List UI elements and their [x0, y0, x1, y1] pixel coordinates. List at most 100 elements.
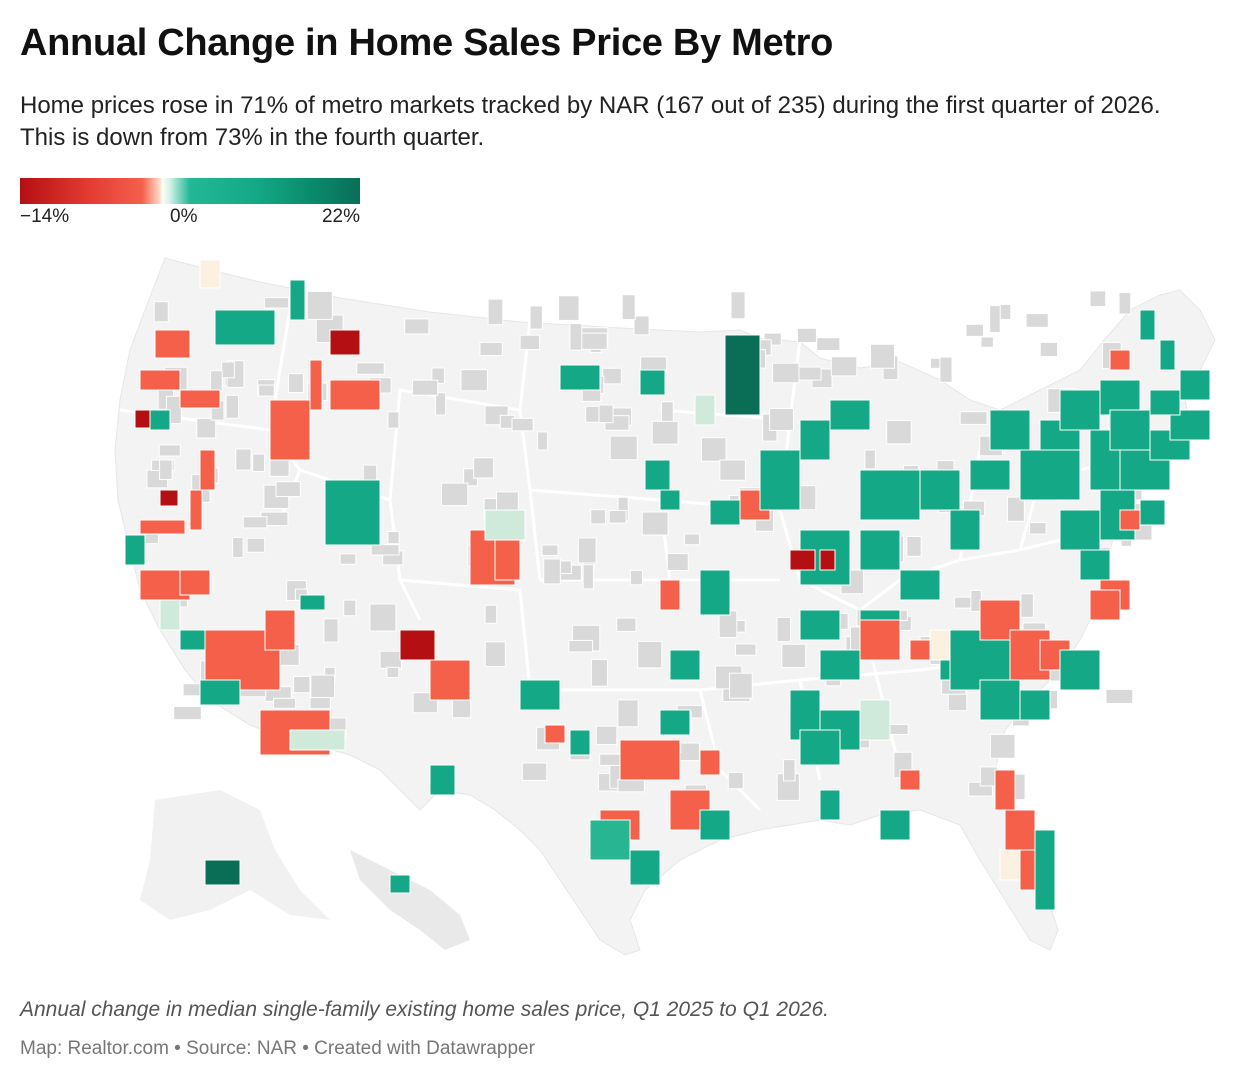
metro-area[interactable]	[1034, 829, 1056, 911]
metro-area[interactable]	[139, 519, 186, 535]
no-data-county	[640, 356, 668, 372]
metro-area[interactable]	[799, 419, 831, 461]
metro-area[interactable]	[899, 569, 941, 601]
metro-area[interactable]	[639, 369, 666, 396]
metro-area[interactable]	[979, 679, 1021, 721]
metro-area[interactable]	[199, 259, 221, 289]
metro-area[interactable]	[389, 874, 411, 894]
metro-area[interactable]	[789, 549, 816, 571]
metro-area[interactable]	[799, 729, 841, 766]
metro-area[interactable]	[859, 469, 921, 521]
metro-area[interactable]	[879, 809, 911, 841]
metro-area[interactable]	[819, 789, 841, 821]
metro-area[interactable]	[709, 499, 741, 526]
metro-area[interactable]	[289, 279, 306, 321]
metro-area[interactable]	[559, 364, 601, 391]
metro-area[interactable]	[994, 769, 1016, 811]
metro-area[interactable]	[1079, 549, 1111, 581]
metro-area[interactable]	[629, 849, 661, 886]
metro-area[interactable]	[619, 739, 681, 781]
metro-area[interactable]	[124, 534, 146, 566]
metro-area[interactable]	[214, 309, 276, 346]
metro-area[interactable]	[859, 529, 901, 571]
metro-area[interactable]	[1139, 309, 1156, 341]
map-footnote: Annual change in median single-family ex…	[20, 998, 829, 1021]
metro-area[interactable]	[569, 729, 591, 756]
metro-area[interactable]	[699, 569, 731, 616]
metro-area[interactable]	[1059, 509, 1101, 551]
no-data-county	[159, 459, 173, 480]
metro-area[interactable]	[149, 409, 171, 431]
metro-area[interactable]	[1059, 649, 1101, 691]
metro-area[interactable]	[309, 359, 323, 411]
metro-area[interactable]	[519, 679, 561, 711]
metro-area[interactable]	[659, 579, 681, 611]
metro-area[interactable]	[699, 749, 721, 776]
no-data-county	[781, 643, 807, 669]
metro-area[interactable]	[179, 389, 221, 409]
metro-area[interactable]	[1099, 379, 1141, 416]
metro-area[interactable]	[269, 399, 311, 461]
metro-area[interactable]	[799, 609, 841, 641]
metro-area[interactable]	[199, 449, 216, 491]
metro-area[interactable]	[544, 724, 566, 744]
metro-area[interactable]	[1119, 509, 1141, 531]
metro-area[interactable]	[159, 599, 181, 631]
metro-area[interactable]	[204, 859, 241, 886]
metro-area[interactable]	[329, 329, 361, 356]
metro-area[interactable]	[919, 469, 961, 511]
metro-area[interactable]	[1159, 339, 1176, 371]
metro-area[interactable]	[429, 764, 456, 796]
metro-area[interactable]	[1109, 349, 1131, 371]
metro-area[interactable]	[199, 679, 241, 706]
metro-area[interactable]	[1019, 689, 1051, 721]
metro-area[interactable]	[949, 509, 981, 551]
us-metro-map[interactable]	[100, 250, 1230, 980]
metro-area[interactable]	[759, 449, 801, 511]
metro-area[interactable]	[989, 409, 1031, 451]
metro-area[interactable]	[399, 629, 436, 661]
metro-layer[interactable]	[124, 259, 1211, 911]
metro-area[interactable]	[324, 479, 381, 546]
metro-area[interactable]	[329, 379, 381, 411]
metro-area[interactable]	[159, 489, 179, 507]
metro-area[interactable]	[644, 459, 671, 491]
metro-area[interactable]	[189, 489, 203, 531]
metro-area[interactable]	[1139, 499, 1166, 526]
metro-area[interactable]	[289, 729, 346, 751]
metro-area[interactable]	[139, 369, 181, 391]
metro-area[interactable]	[1109, 409, 1151, 451]
metro-area[interactable]	[829, 399, 871, 431]
no-data-county	[683, 533, 701, 546]
metro-area[interactable]	[819, 549, 836, 571]
metro-area[interactable]	[659, 489, 681, 511]
metro-area[interactable]	[154, 329, 191, 359]
metro-area[interactable]	[494, 539, 521, 581]
metro-area[interactable]	[1019, 449, 1081, 501]
metro-area[interactable]	[1004, 809, 1036, 851]
metro-area[interactable]	[909, 639, 931, 661]
metro-area[interactable]	[1089, 589, 1121, 621]
metro-area[interactable]	[1149, 389, 1181, 416]
metro-area[interactable]	[859, 619, 901, 661]
map-canvas[interactable]	[100, 250, 1230, 980]
metro-area[interactable]	[899, 769, 921, 791]
metro-area[interactable]	[1179, 369, 1211, 401]
metro-area[interactable]	[724, 334, 761, 416]
metro-area[interactable]	[659, 709, 691, 736]
metro-area[interactable]	[999, 849, 1021, 881]
no-data-county	[602, 367, 622, 385]
metro-area[interactable]	[179, 569, 211, 596]
metro-area[interactable]	[699, 809, 731, 841]
metro-area[interactable]	[819, 649, 861, 681]
metro-area[interactable]	[669, 649, 701, 681]
metro-area[interactable]	[299, 594, 326, 611]
metro-area[interactable]	[694, 394, 716, 426]
metro-area[interactable]	[589, 819, 631, 861]
metro-area[interactable]	[484, 509, 526, 541]
metro-area[interactable]	[429, 659, 471, 701]
metro-area[interactable]	[859, 699, 891, 741]
metro-area[interactable]	[264, 609, 296, 651]
metro-area[interactable]	[969, 459, 1011, 491]
metro-area[interactable]	[1059, 389, 1101, 431]
